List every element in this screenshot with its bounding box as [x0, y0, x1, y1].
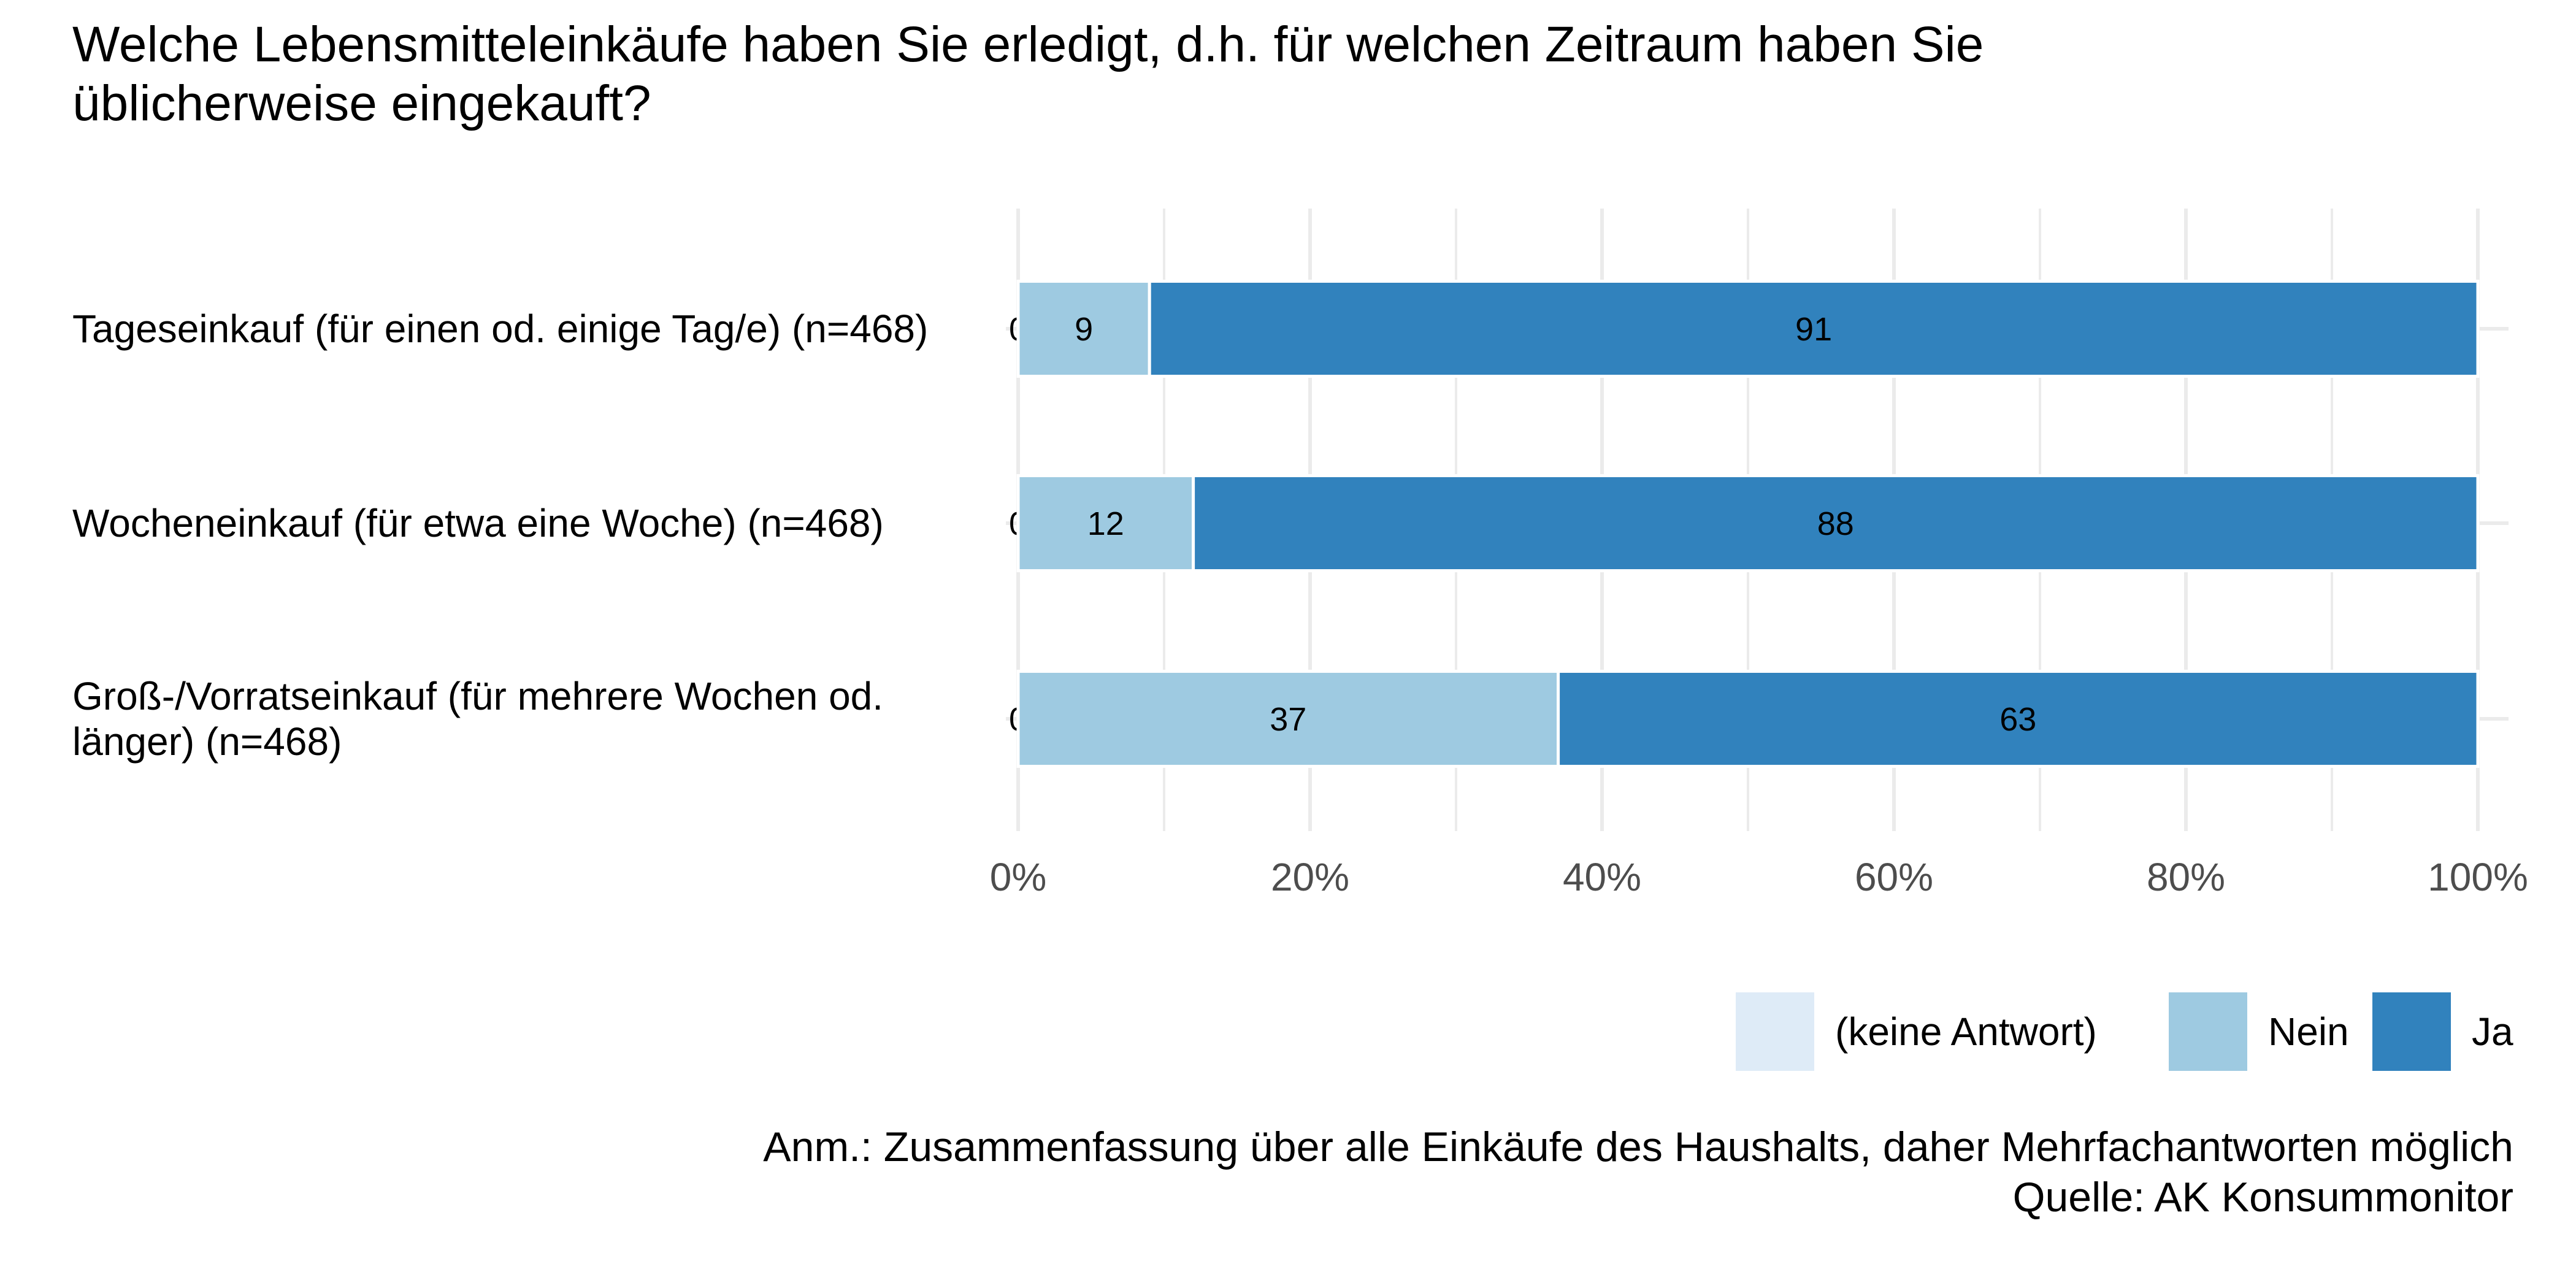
caption-source: Quelle: AK Konsummonitor	[2013, 1174, 2513, 1221]
chart-title-line-2: üblicherweise eingekauft?	[72, 75, 651, 131]
chart-title: Welche Lebensmitteleinkäufe haben Sie er…	[72, 17, 1984, 131]
category-labels: Tageseinkauf (für einen od. einige Tag/e…	[72, 307, 928, 764]
bar-segment	[1016, 474, 1195, 572]
legend-label: (keine Antwort)	[1835, 1010, 2097, 1054]
bar-value-label: 63	[1999, 701, 2036, 738]
bars: 09910128803763	[1009, 280, 2480, 768]
chart-title-line-1: Welche Lebensmitteleinkäufe haben Sie er…	[72, 17, 1984, 72]
legend-key	[2372, 992, 2451, 1071]
bar-segment	[1557, 670, 2480, 768]
x-tick-label: 80%	[2147, 855, 2225, 899]
x-tick-label: 20%	[1271, 855, 1349, 899]
caption-note: Anm.: Zusammenfassung über alle Einkäufe…	[763, 1124, 2513, 1170]
bar-segment	[1192, 474, 2480, 572]
x-tick-label: 100%	[2428, 855, 2528, 899]
bar-value-label: 88	[1817, 505, 1854, 542]
x-tick-label: 40%	[1563, 855, 1641, 899]
bar-value-label: 91	[1795, 311, 1832, 348]
bar-value-label: 12	[1087, 505, 1124, 542]
category-label: länger) (n=468)	[72, 719, 342, 764]
legend: (keine Antwort) Nein Ja	[1736, 992, 2513, 1071]
category-label: Tageseinkauf (für einen od. einige Tag/e…	[72, 307, 928, 351]
category-label: Wocheneinkauf (für etwa eine Woche) (n=4…	[72, 501, 884, 545]
bar-segment	[1016, 280, 1151, 378]
caption: Anm.: Zusammenfassung über alle Einkäufe…	[763, 1124, 2513, 1221]
legend-label: Nein	[2268, 1010, 2349, 1054]
bar-segment	[1148, 280, 2480, 378]
x-axis-tick-labels: 0% 20% 40% 60% 80% 100%	[990, 855, 2528, 899]
category-label: Groß-/Vorratseinkauf (für mehrere Wochen…	[72, 674, 883, 718]
legend-label: Ja	[2472, 1010, 2513, 1054]
legend-key	[2169, 992, 2247, 1071]
x-tick-label: 0%	[990, 855, 1047, 899]
bar-segment	[1016, 670, 1560, 768]
bar-value-label: 9	[1075, 311, 1093, 348]
x-tick-label: 60%	[1855, 855, 1933, 899]
legend-key	[1736, 992, 1814, 1071]
bar-value-label: 37	[1270, 701, 1306, 738]
